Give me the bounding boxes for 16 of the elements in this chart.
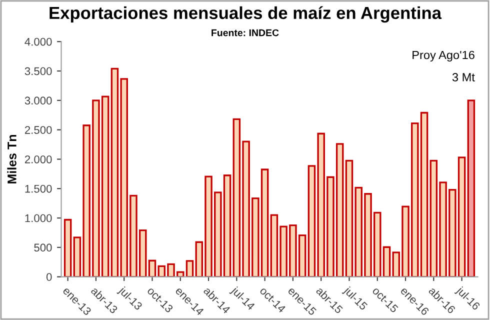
bar — [467, 100, 476, 277]
y-tick-label: 4.000 — [24, 38, 52, 46]
y-tick-label: 500 — [34, 244, 52, 252]
y-tick-label: 1.000 — [25, 214, 52, 222]
y-axis-title: Miles Tn — [7, 134, 16, 184]
annotation: Proy Ago'16 — [412, 50, 474, 62]
annotation: 3 Mt — [452, 73, 475, 82]
y-tick-label: 0 — [46, 273, 52, 281]
y-tick-label: 3.000 — [24, 96, 52, 105]
y-tick-label: 1.500 — [25, 184, 52, 193]
chart-title: Exportaciones mensuales de maíz en Argentina — [50, 6, 442, 23]
y-tick-label: 3.500 — [24, 67, 52, 76]
y-tick-label: 2.000 — [24, 155, 52, 164]
bar — [64, 218, 72, 277]
chart-subtitle: Fuente: INDEC — [212, 29, 279, 36]
y-tick-label: 2.500 — [24, 126, 52, 134]
